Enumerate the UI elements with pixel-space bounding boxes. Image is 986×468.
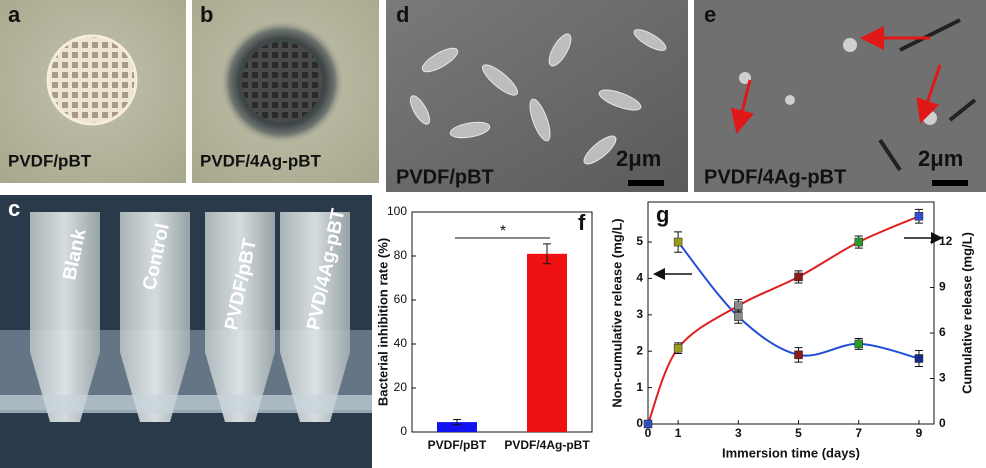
x-tick-label: 7 — [855, 426, 862, 440]
y2-axis-label: Cumulative release (mg/L) — [959, 232, 974, 394]
y-tick-label: 3 — [636, 307, 643, 321]
panel-label: c — [8, 196, 20, 221]
panel-label: e — [704, 2, 716, 27]
y-tick-label: 4 — [636, 271, 643, 285]
photo-a: a PVDF/pBT — [0, 0, 186, 183]
photo-b: b PVDF/4Ag-pBT — [192, 0, 379, 183]
panel-caption: PVDF/4Ag-pBT — [704, 166, 846, 188]
panel-caption: PVDF/pBT — [8, 151, 92, 170]
scale-bar-label: 2μm — [918, 146, 963, 171]
y2-tick-label: 3 — [939, 371, 946, 385]
y-tick-label: 100 — [387, 204, 407, 218]
significance-mark: * — [500, 223, 506, 240]
y-tick-label: 0 — [400, 424, 407, 438]
y2-tick-label: 9 — [939, 280, 946, 294]
y-tick-label: 80 — [394, 248, 408, 262]
x-tick-label: 1 — [675, 426, 682, 440]
error-bar — [453, 418, 461, 426]
data-point — [914, 354, 924, 363]
y-tick-label: 5 — [636, 234, 643, 248]
x-tick-label: 3 — [735, 426, 742, 440]
data-point — [734, 312, 743, 321]
y-tick-label: 20 — [394, 380, 408, 394]
y2-tick-label: 6 — [939, 325, 946, 339]
sem-d: d PVDF/pBT 2μm — [386, 0, 688, 192]
x-tick-label: 5 — [795, 426, 802, 440]
x-tick-label: PVDF/4Ag-pBT — [504, 438, 590, 452]
x-tick-label: 0 — [645, 426, 652, 440]
data-point — [673, 237, 683, 247]
x-tick-label: PVDF/pBT — [428, 438, 487, 452]
y2-tick-label: 12 — [939, 234, 953, 248]
data-point — [794, 350, 803, 360]
panel-caption: PVDF/pBT — [396, 166, 494, 188]
plot-frame — [411, 211, 593, 433]
y-axis-label: Non-cumulative release (mg/L) — [609, 218, 624, 407]
data-point — [643, 419, 653, 429]
y-tick-label: 1 — [636, 380, 643, 394]
x-tick-label: 9 — [916, 426, 923, 440]
y2-tick-label: 0 — [939, 416, 946, 430]
sem-e: e PVDF/4Ag-pBT 2μm — [694, 0, 986, 192]
data-point — [673, 343, 683, 353]
data-point — [914, 212, 924, 221]
bar — [437, 422, 477, 432]
scale-bar-label: 2μm — [616, 146, 661, 171]
data-point — [854, 339, 863, 349]
panel-label: d — [396, 2, 409, 27]
series-line — [677, 241, 920, 360]
panel-label: f — [578, 210, 586, 235]
series-line — [647, 215, 920, 425]
y-axis-label: Bacterial inhibition rate (%) — [375, 238, 390, 406]
y-tick-label: 2 — [636, 343, 643, 357]
data-point — [734, 301, 743, 310]
bar — [527, 253, 567, 432]
y-tick-label: 60 — [394, 292, 408, 306]
y-tick-label: 40 — [394, 336, 408, 350]
panel-label: g — [656, 202, 669, 227]
y-tick-label: 0 — [636, 416, 643, 430]
plot-frame — [647, 201, 935, 425]
error-bar — [543, 243, 551, 265]
photo-c: c Blank Control PVDF/pBT PVD/4Ag-pBT — [0, 195, 372, 468]
panel-label: a — [8, 2, 21, 27]
data-point — [794, 272, 803, 282]
panel-label: b — [200, 2, 213, 27]
panel-caption: PVDF/4Ag-pBT — [200, 151, 322, 170]
x-axis-label: Immersion time (days) — [722, 445, 860, 460]
data-point — [854, 237, 863, 247]
